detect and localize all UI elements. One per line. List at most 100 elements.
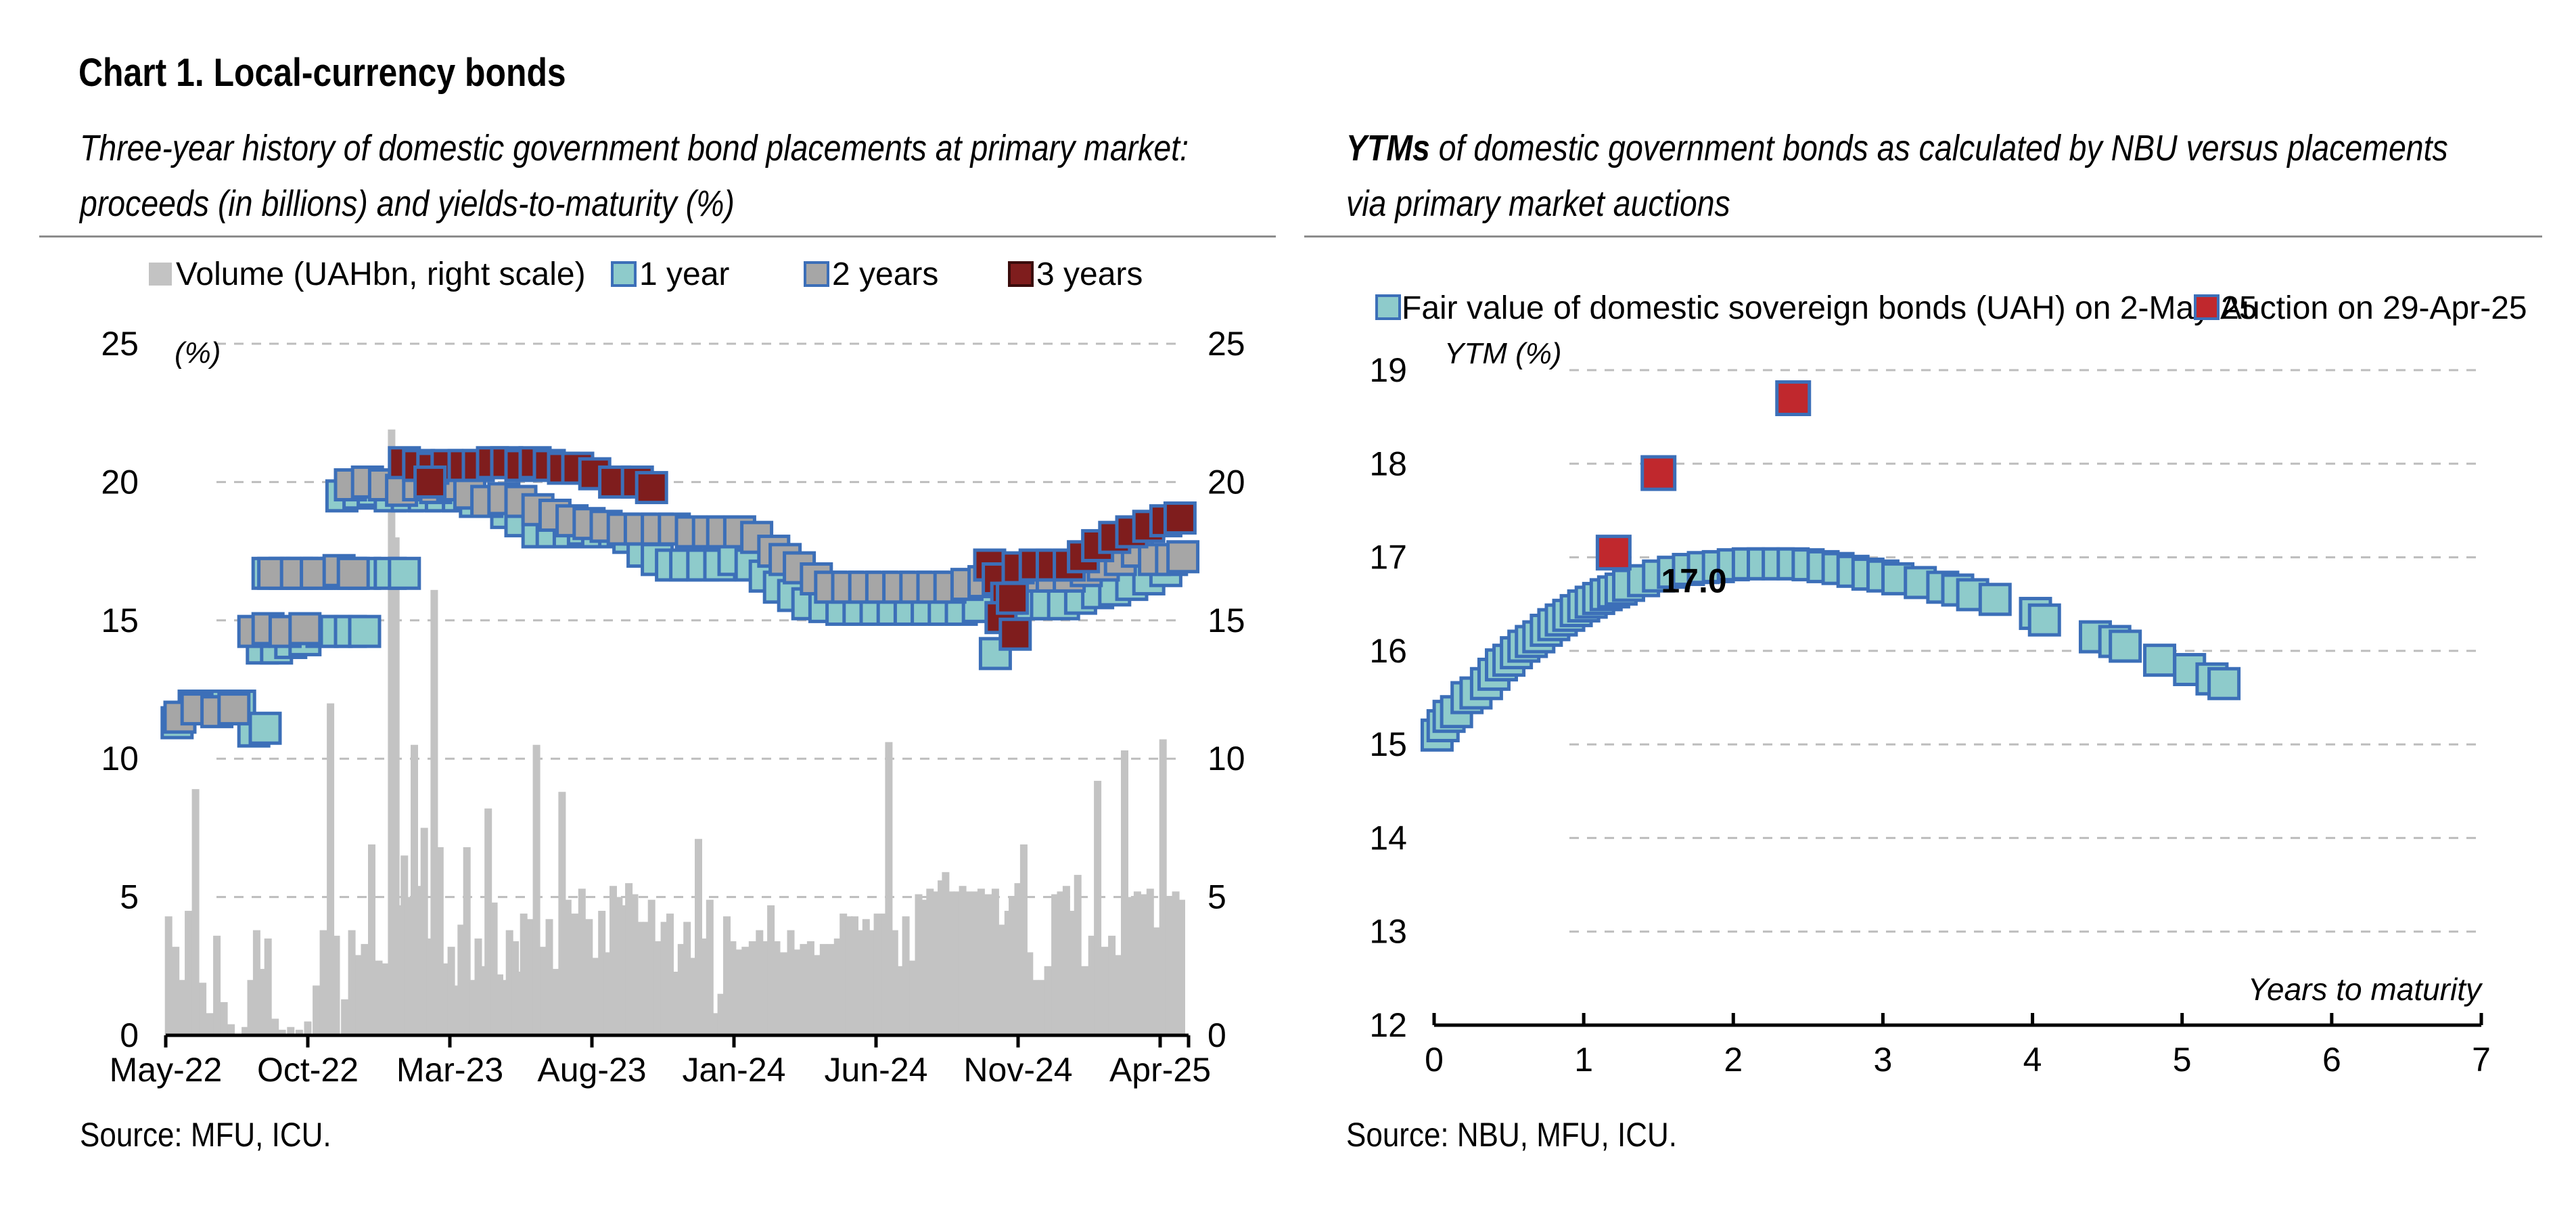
volume-bar (723, 916, 731, 1035)
marker-2-years (1166, 540, 1200, 574)
marker-3-years (998, 617, 1032, 651)
volume-bar (1068, 911, 1076, 1035)
y-tick-label: 10 (101, 740, 139, 777)
x-axis-label: Years to maturity (2248, 972, 2483, 1007)
volume-bar (505, 930, 513, 1035)
volume-bar (264, 938, 272, 1035)
volume-bar (416, 886, 424, 1035)
legend-swatch (804, 261, 829, 287)
volume-bar (585, 919, 593, 1035)
volume-bar (447, 947, 455, 1035)
y-unit-label: (%) (175, 336, 221, 369)
x-tick-label: Apr-25 (1109, 1051, 1211, 1089)
volume-bar (1126, 897, 1134, 1035)
legend-swatch (611, 261, 637, 287)
marker-fair-value (2109, 629, 2142, 663)
x-tick-label: Nov-24 (963, 1051, 1072, 1089)
legend-swatch (1375, 294, 1401, 320)
volume-bar (304, 1021, 312, 1035)
volume-bar (965, 891, 972, 1035)
volume-bar (1141, 894, 1149, 1035)
legend-label: Volume (UAHbn, right scale) (176, 256, 586, 292)
volume-bar (480, 966, 488, 1035)
y-axis-label: YTM (%) (1444, 337, 1562, 370)
volume-bar (800, 944, 808, 1035)
volume-bar (625, 883, 633, 1035)
left-source-note: Source: MFU, ICU. (80, 1116, 331, 1154)
volume-bar (845, 916, 853, 1035)
legend-label: Auction on 29-Apr-25 (2220, 290, 2527, 326)
volume-bar (814, 955, 822, 1035)
volume-bar (647, 899, 656, 1035)
volume-bar (527, 919, 535, 1035)
right-source-note: Source: NBU, MFU, ICU. (1346, 1116, 1677, 1154)
right-subtitle-line-1: YTMs of domestic government bonds as cal… (1346, 120, 2448, 176)
marker-2-years (783, 551, 816, 585)
volume-bar (920, 899, 928, 1035)
right-subtitle-line-1-rest: of domestic government bonds as calculat… (1429, 128, 2448, 168)
marker-2-years (217, 692, 251, 726)
y2-tick-label: 0 (1208, 1016, 1226, 1054)
volume-bar (735, 949, 743, 1035)
marker-1-year (388, 556, 421, 590)
volume-bar (603, 952, 612, 1035)
volume-bar (660, 922, 668, 1035)
volume-bar (873, 914, 881, 1035)
volume-bar (511, 941, 520, 1035)
marker-2-years (336, 556, 370, 590)
volume-bar (902, 916, 910, 1035)
legend-label: Fair value of domestic sovereign bonds (… (1402, 290, 2257, 326)
marker-3-years (413, 465, 447, 499)
volume-bar (700, 938, 708, 1035)
volume-bar (953, 891, 961, 1035)
volume-bar (729, 941, 737, 1035)
volume-bar (1026, 952, 1034, 1035)
legend-label: 1 year (639, 256, 729, 292)
volume-bar (998, 924, 1007, 1035)
volume-bar (761, 941, 769, 1035)
marker-auction (1640, 455, 1677, 491)
volume-bar (355, 955, 363, 1035)
x-tick-label: May-22 (110, 1051, 223, 1089)
marker-1-year (248, 711, 282, 745)
volume-bar (1165, 897, 1173, 1035)
volume-bar (396, 905, 404, 1035)
volume-bar (1004, 911, 1012, 1035)
volume-bar (515, 971, 524, 1035)
volume-bar (1057, 891, 1065, 1035)
volume-bar (666, 914, 674, 1035)
volume-bar (1051, 894, 1059, 1035)
volume-bar (1146, 888, 1154, 1035)
marker-fair-value (2143, 644, 2177, 677)
x-tick-label: 6 (2322, 1041, 2341, 1079)
volume-bar (881, 914, 889, 1035)
volume-bar (558, 792, 566, 1035)
annotation-label: 17.0 (1661, 562, 1726, 600)
marker-fair-value (1978, 583, 2012, 616)
volume-bar (717, 993, 725, 1035)
volume-bar (287, 1027, 295, 1035)
left-subtitle-line-1: Three-year history of domestic governmen… (80, 128, 1189, 168)
volume-bar (862, 919, 870, 1035)
volume-bar (520, 914, 528, 1035)
volume-bar (430, 589, 438, 1035)
volume-bar (271, 1018, 279, 1035)
volume-bar (787, 930, 795, 1035)
legend-swatch (149, 263, 172, 286)
volume-bar (896, 966, 904, 1035)
volume-bar (683, 922, 691, 1035)
volume-bar (591, 957, 599, 1035)
volume-bar (926, 888, 934, 1035)
volume-bar (392, 537, 400, 1035)
left-divider (39, 235, 1276, 238)
y-tick-label: 14 (1369, 819, 1407, 857)
volume-bar (856, 930, 865, 1035)
volume-bar (1121, 750, 1128, 1035)
x-tick-label: 3 (1874, 1041, 1893, 1079)
volume-bar (598, 911, 606, 1035)
x-tick-label: Jan-24 (683, 1051, 786, 1089)
volume-bar (1062, 886, 1070, 1035)
volume-bar (615, 897, 623, 1035)
volume-bar (1031, 980, 1039, 1035)
volume-bar (971, 891, 980, 1035)
